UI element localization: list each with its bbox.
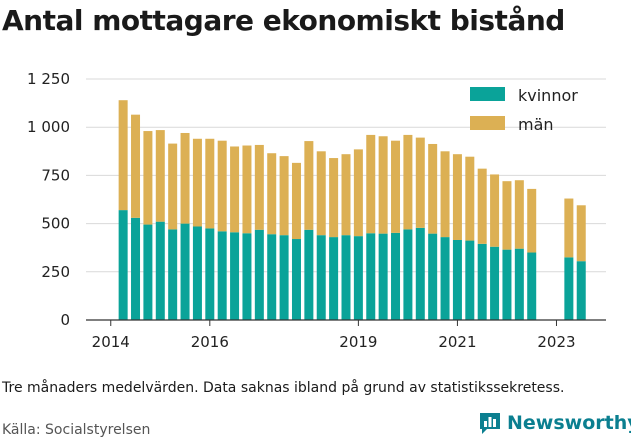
legend-label-man: män — [518, 115, 554, 134]
bar-kvinnor — [576, 261, 586, 320]
bar-kvinnor — [415, 227, 425, 320]
bar-kvinnor — [230, 232, 240, 320]
x-tick-label: 2023 — [537, 333, 575, 351]
bar-man — [230, 146, 240, 233]
bar-kvinnor — [143, 224, 153, 320]
y-tick-label: 750 — [41, 166, 70, 184]
legend-swatch-man — [470, 116, 505, 130]
bar-man — [254, 144, 264, 230]
bar-man — [168, 143, 178, 230]
bar-kvinnor — [329, 237, 339, 320]
bar-kvinnor — [378, 233, 388, 320]
bar-kvinnor — [131, 217, 141, 320]
bar-man — [576, 205, 586, 262]
bar-man — [304, 141, 314, 230]
bar-man — [353, 149, 363, 237]
bar-man — [440, 151, 450, 238]
x-tick-label: 2019 — [339, 333, 377, 351]
bar-man — [428, 143, 438, 234]
bar-kvinnor — [353, 236, 363, 320]
bar-chart: 0 250 500 750 1 000 1 250 2014 2016 2019 2021 202… — [27, 70, 606, 351]
bar-kvinnor — [366, 233, 376, 320]
bar-man — [452, 154, 462, 240]
bar-man — [279, 156, 289, 236]
y-tick-label: 1 250 — [27, 70, 70, 88]
bar-man — [267, 153, 277, 235]
bar-kvinnor — [316, 235, 326, 320]
bar-man — [118, 100, 128, 211]
source-text: Källa: Socialstyrelsen — [2, 422, 151, 438]
bar-kvinnor — [440, 237, 450, 320]
brand-logo[interactable]: Newsworthy — [478, 411, 631, 435]
y-tick-label: 250 — [41, 263, 70, 281]
bar-man — [291, 162, 301, 240]
bar-kvinnor — [403, 229, 413, 320]
bar-man — [205, 138, 215, 229]
bar-kvinnor — [267, 234, 277, 320]
bar-chart-speech-bubble-icon — [480, 413, 500, 434]
x-tick-label: 2016 — [191, 333, 229, 351]
brand-name: Newsworthy — [507, 412, 631, 434]
bar-man — [316, 151, 326, 236]
y-tick-label: 1 000 — [27, 118, 70, 136]
bar-man — [341, 154, 351, 236]
bar-kvinnor — [477, 243, 487, 320]
bar-man — [564, 198, 574, 258]
bar-kvinnor — [291, 239, 301, 320]
bars — [118, 100, 586, 320]
bar-kvinnor — [514, 248, 524, 320]
bar-kvinnor — [217, 231, 227, 320]
bar-man — [477, 168, 487, 244]
bar-kvinnor — [490, 246, 500, 320]
bar-kvinnor — [168, 229, 178, 320]
bar-kvinnor — [155, 221, 165, 320]
bar-man — [465, 156, 475, 241]
bar-man — [415, 137, 425, 228]
bar-man — [366, 134, 376, 234]
bar-kvinnor — [304, 229, 314, 320]
bar-man — [242, 145, 252, 234]
bar-man — [527, 188, 537, 253]
bar-man — [131, 114, 141, 218]
bar-man — [514, 180, 524, 249]
bar-man — [403, 134, 413, 230]
bar-kvinnor — [527, 252, 537, 320]
legend: kvinnor män — [470, 86, 578, 134]
bar-man — [180, 132, 190, 224]
bar-kvinnor — [242, 233, 252, 320]
x-tick-label: 2021 — [438, 333, 476, 351]
bar-kvinnor — [180, 223, 190, 320]
legend-label-kvinnor: kvinnor — [518, 86, 578, 105]
chart-note: Tre månaders medelvärden. Data saknas ib… — [2, 380, 565, 396]
y-tick-label: 500 — [41, 215, 70, 233]
y-tick-label: 0 — [60, 311, 70, 329]
bar-man — [217, 140, 227, 232]
bar-kvinnor — [254, 229, 264, 320]
y-axis-tick-labels: 0 250 500 750 1 000 1 250 — [27, 70, 70, 329]
bar-kvinnor — [341, 235, 351, 320]
bar-kvinnor — [192, 226, 202, 320]
bar-kvinnor — [391, 232, 401, 320]
bar-kvinnor — [452, 239, 462, 320]
chart-title: Antal mottagare ekonomiskt bistånd — [2, 4, 565, 37]
bar-kvinnor — [205, 228, 215, 320]
x-tick-label: 2014 — [92, 333, 130, 351]
bar-kvinnor — [118, 210, 128, 320]
bar-kvinnor — [279, 235, 289, 320]
legend-swatch-kvinnor — [470, 87, 505, 101]
bar-kvinnor — [465, 240, 475, 320]
x-axis: 2014 2016 2019 2021 2023 — [86, 319, 606, 351]
bar-kvinnor — [428, 233, 438, 320]
bar-man — [143, 131, 153, 225]
bar-man — [329, 158, 339, 238]
bar-man — [192, 138, 202, 227]
bar-man — [155, 130, 165, 222]
bar-man — [502, 181, 512, 250]
bar-man — [391, 140, 401, 233]
bar-man — [490, 174, 500, 247]
bar-kvinnor — [502, 249, 512, 320]
bar-kvinnor — [564, 257, 574, 320]
bar-man — [378, 136, 388, 234]
